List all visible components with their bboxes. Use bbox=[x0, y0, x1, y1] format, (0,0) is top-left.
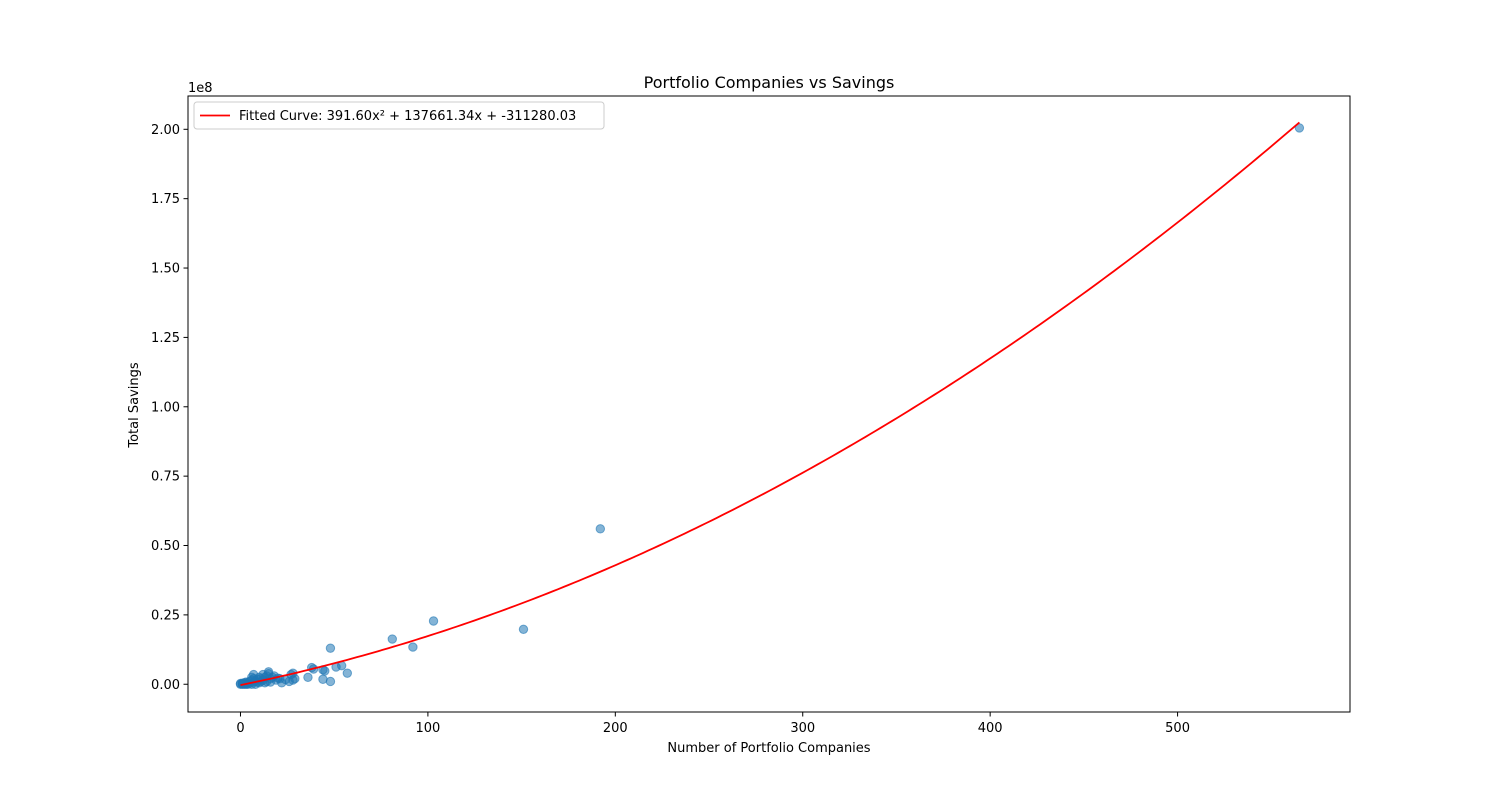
data-point bbox=[595, 524, 606, 534]
x-tick-label: 400 bbox=[978, 721, 1003, 736]
y-tick-label: 0.75 bbox=[151, 470, 180, 485]
x-axis-title: Number of Portfolio Companies bbox=[667, 741, 870, 756]
y-axis-title: Total Savings bbox=[127, 362, 142, 449]
y-tick-label: 1.75 bbox=[151, 192, 180, 207]
data-point bbox=[342, 668, 353, 678]
y-tick-label: 0.50 bbox=[151, 539, 180, 554]
data-point bbox=[284, 676, 294, 687]
y-tick-label: 2.00 bbox=[151, 123, 180, 138]
plot-frame bbox=[187, 95, 1351, 713]
y-tick-label: 1.50 bbox=[151, 262, 180, 277]
data-point bbox=[428, 616, 439, 626]
data-point bbox=[1294, 123, 1305, 133]
data-point bbox=[387, 634, 397, 644]
legend-entry-fitted-curve: Fitted Curve: 391.60x² + 137661.34x + -3… bbox=[239, 109, 576, 124]
x-tick-label: 300 bbox=[790, 721, 815, 736]
data-point bbox=[235, 678, 246, 689]
x-tick-label: 200 bbox=[603, 721, 628, 736]
y-tick-label: 0.25 bbox=[151, 608, 180, 623]
data-point bbox=[408, 642, 418, 652]
y-tick-label: 1.00 bbox=[151, 400, 180, 415]
plot-area: 0 100 200 300 400 500 0.00 0.25 0.50 0.75 1.00 1.25… bbox=[151, 95, 1351, 736]
data-point bbox=[303, 672, 313, 683]
x-tick-label: 0 bbox=[236, 721, 244, 736]
x-tick-label: 500 bbox=[1165, 721, 1190, 736]
data-point bbox=[325, 676, 336, 687]
chart-title: Portfolio Companies vs Savings bbox=[644, 73, 895, 92]
y-tick-label: 1.25 bbox=[151, 331, 180, 346]
data-point bbox=[325, 643, 336, 653]
data-point bbox=[247, 672, 257, 683]
legend-box bbox=[193, 101, 605, 130]
data-point bbox=[320, 666, 330, 676]
data-point bbox=[518, 624, 529, 635]
x-tick-label: 100 bbox=[415, 721, 440, 736]
legend: Fitted Curve: 391.60x² + 137661.34x + -3… bbox=[193, 101, 605, 130]
y-tick-label: 0.00 bbox=[151, 678, 180, 693]
y-axis-offset-label: 1e8 bbox=[188, 81, 213, 96]
fitted-curve-line bbox=[240, 121, 1300, 687]
